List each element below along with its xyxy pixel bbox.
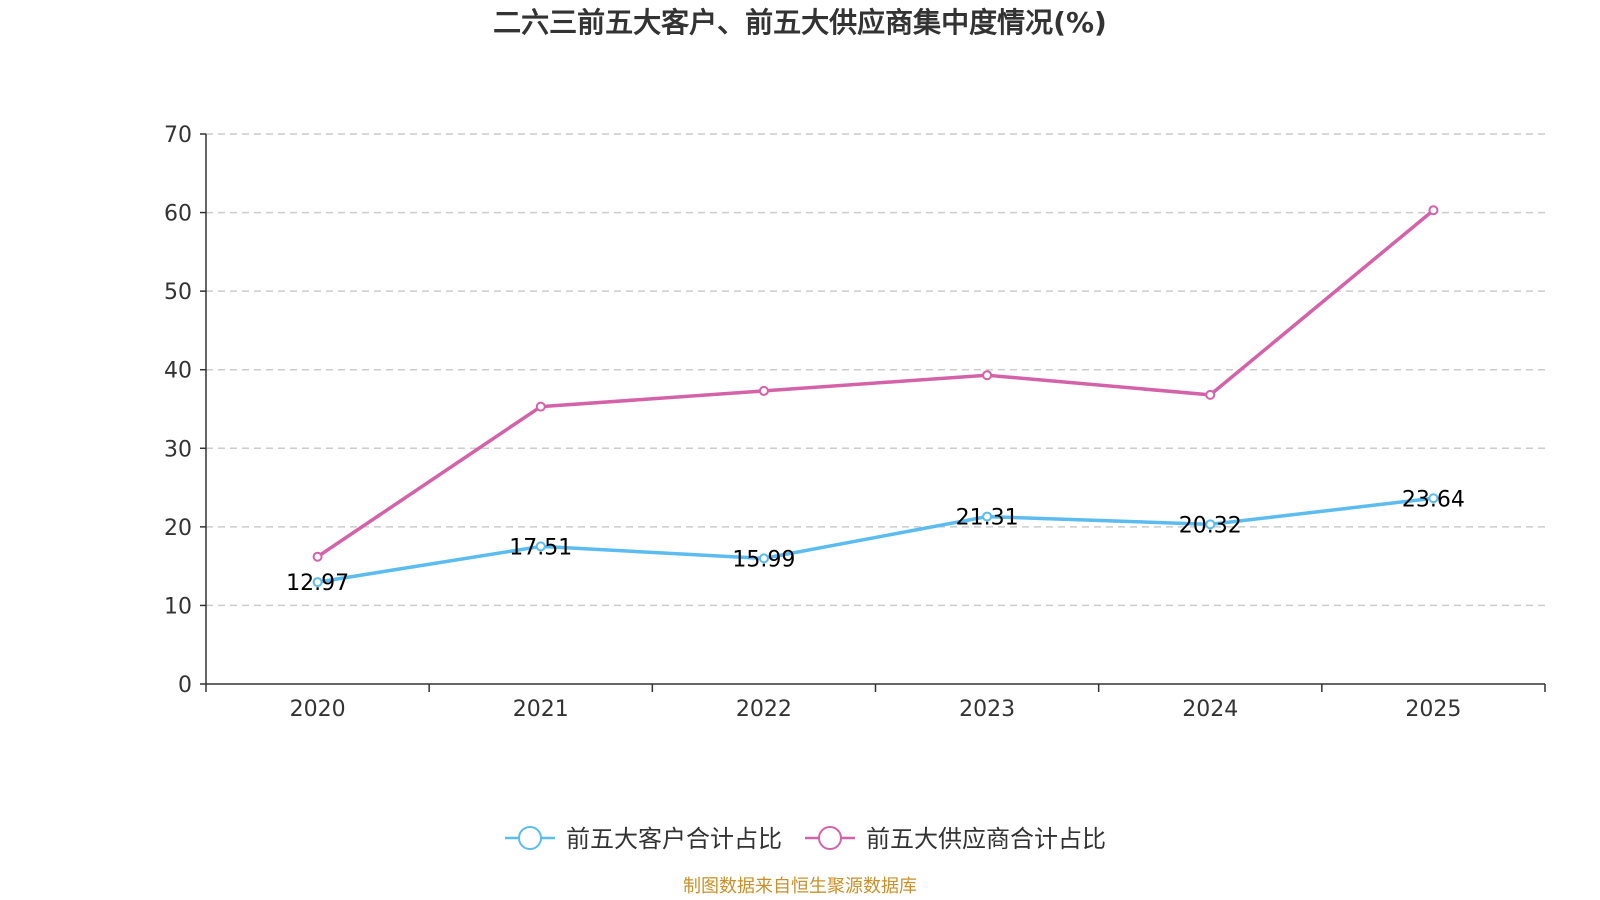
legend-circle-icon [818,826,842,850]
y-tick-label: 30 [164,437,192,462]
data-point[interactable] [1428,205,1439,216]
y-tick-label: 10 [164,594,192,619]
legend-label: 前五大客户合计占比 [566,825,782,853]
x-tick-label: 2020 [290,697,346,722]
legend-circle-icon [518,826,542,850]
data-point[interactable] [535,401,546,412]
y-tick-label: 20 [164,516,192,541]
grid-lines [206,133,1545,607]
data-point[interactable] [758,385,769,396]
axes: 0 10 20 30 40 50 60 70 2020 2021 2022 2023 2024 2025 [164,123,1546,722]
series-layer [312,205,1439,588]
data-point[interactable] [982,370,993,381]
data-point[interactable] [758,553,769,564]
series-line-2 [316,208,1435,559]
data-label: 17.51 [509,535,572,560]
y-tick-label: 0 [178,673,192,698]
x-tick-label: 2022 [736,697,792,722]
legend[interactable]: 前五大客户合计占比 前五大供应商合计占比 [505,825,1106,853]
series-line-1 [317,496,1434,584]
chart-title: 二六三前五大客户、前五大供应商集中度情况(%) [493,6,1107,39]
data-label: 23.64 [1402,487,1465,512]
y-tick-label: 40 [164,359,192,384]
data-label: 21.31 [956,506,1019,531]
legend-label: 前五大供应商合计占比 [866,825,1106,853]
x-tick-label: 2024 [1182,697,1238,722]
data-label: 20.32 [1179,513,1242,538]
data-label: 12.97 [286,571,349,596]
data-point[interactable] [982,511,993,522]
legend-item-1[interactable]: 前五大客户合计占比 [505,825,782,853]
data-point[interactable] [1205,389,1216,400]
data-point[interactable] [1205,519,1216,530]
x-tick-label: 2021 [513,697,569,722]
x-tick-label: 2025 [1405,697,1461,722]
y-tick-label: 60 [164,202,192,227]
legend-item-2[interactable]: 前五大供应商合计占比 [805,825,1106,853]
data-point[interactable] [1428,493,1439,504]
data-point[interactable] [312,551,323,562]
y-tick-label: 70 [164,123,192,148]
data-point[interactable] [535,541,546,552]
y-tick-label: 50 [164,280,192,305]
data-label: 15.99 [732,547,795,572]
x-tick-label: 2023 [959,697,1015,722]
data-point[interactable] [312,577,323,588]
data-labels: 12.97 17.51 15.99 21.31 20.32 23.64 [286,487,1465,596]
source-note: 制图数据来自恒生聚源数据库 [683,876,917,897]
